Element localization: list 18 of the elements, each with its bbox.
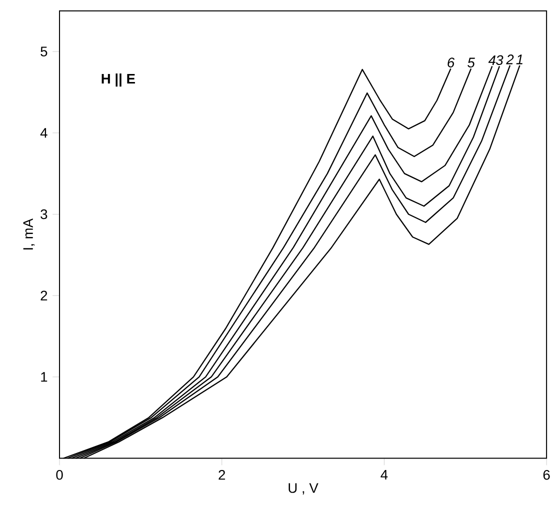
series-label: 1: [516, 54, 522, 64]
y-tick-label: 3: [40, 209, 48, 220]
x-tick-label: 0: [56, 470, 63, 480]
y-tick-label: 4: [40, 128, 48, 138]
x-tick-label: 4: [380, 470, 388, 480]
y-tick-label: 5: [40, 46, 48, 56]
y-tick-label: 2: [40, 290, 48, 300]
series-label: 2: [506, 54, 514, 64]
series-label: 5: [468, 58, 475, 68]
series-label: 4: [488, 56, 496, 66]
series-label: 3: [496, 55, 504, 66]
y-tick-label: 1: [41, 372, 48, 382]
x-tick-label: 6: [543, 470, 550, 480]
x-tick-label: 2: [218, 470, 226, 480]
annotation: H || E: [102, 74, 135, 87]
series-label: 6: [448, 58, 455, 68]
y-axis-title: I, mA: [23, 218, 35, 250]
x-axis-title: U , V: [288, 483, 318, 495]
